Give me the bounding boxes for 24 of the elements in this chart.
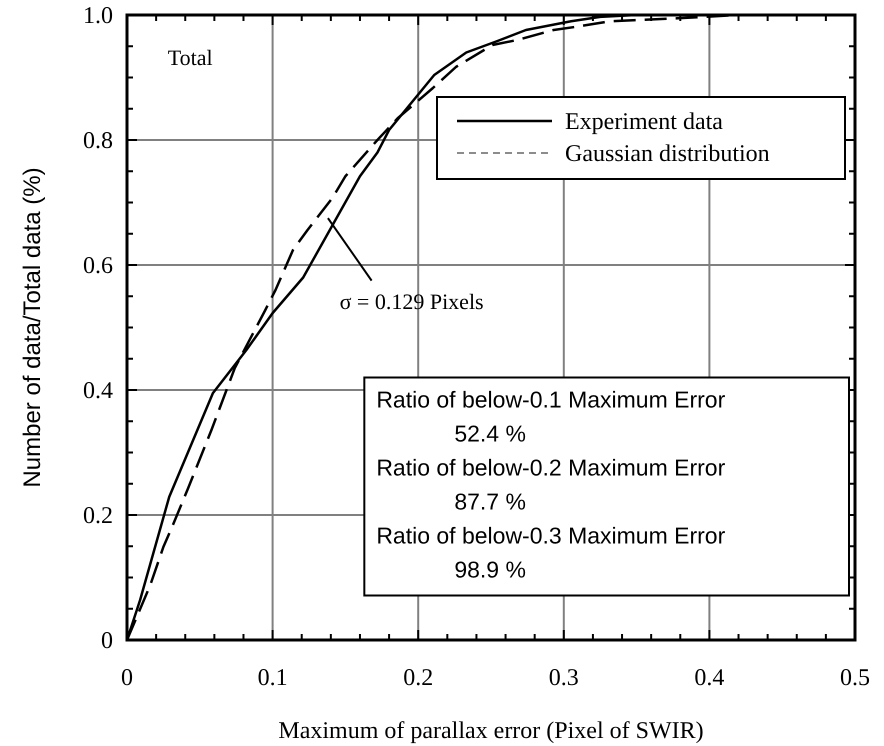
x-axis-title: Maximum of parallax error (Pixel of SWIR) xyxy=(278,718,704,744)
annotation: σ = 0.129 Pixels xyxy=(340,288,484,314)
y-tick-label: 0.4 xyxy=(83,378,113,404)
y-tick-label: 0.2 xyxy=(83,503,113,529)
y-tick-label: 1.0 xyxy=(83,3,113,29)
annotation: Ratio of below-0.2 Maximum Error xyxy=(376,454,726,480)
legend-label: Experiment data xyxy=(565,109,724,135)
y-axis-title: Number of data/Total data (%) xyxy=(19,167,46,488)
x-tick-label: 0.5 xyxy=(840,665,870,691)
annotation: 98.9 % xyxy=(454,556,526,582)
x-tick-label: 0.1 xyxy=(258,665,288,691)
x-tick-label: 0.4 xyxy=(694,665,724,691)
annotation: Ratio of below-0.3 Maximum Error xyxy=(376,522,726,548)
y-tick-label: 0.8 xyxy=(83,128,113,154)
y-tick-label: 0 xyxy=(101,628,113,654)
legend-label: Gaussian distribution xyxy=(565,141,770,167)
x-tick-label: 0.3 xyxy=(548,665,579,691)
y-tick-label: 0.6 xyxy=(83,253,113,279)
annotation: Total xyxy=(168,45,213,70)
annotation: 52.4 % xyxy=(454,420,526,446)
annotation: Ratio of below-0.1 Maximum Error xyxy=(376,386,726,412)
x-tick-label: 0 xyxy=(121,665,133,691)
x-tick-label: 0.2 xyxy=(403,665,434,691)
annotation: 87.7 % xyxy=(454,488,526,514)
